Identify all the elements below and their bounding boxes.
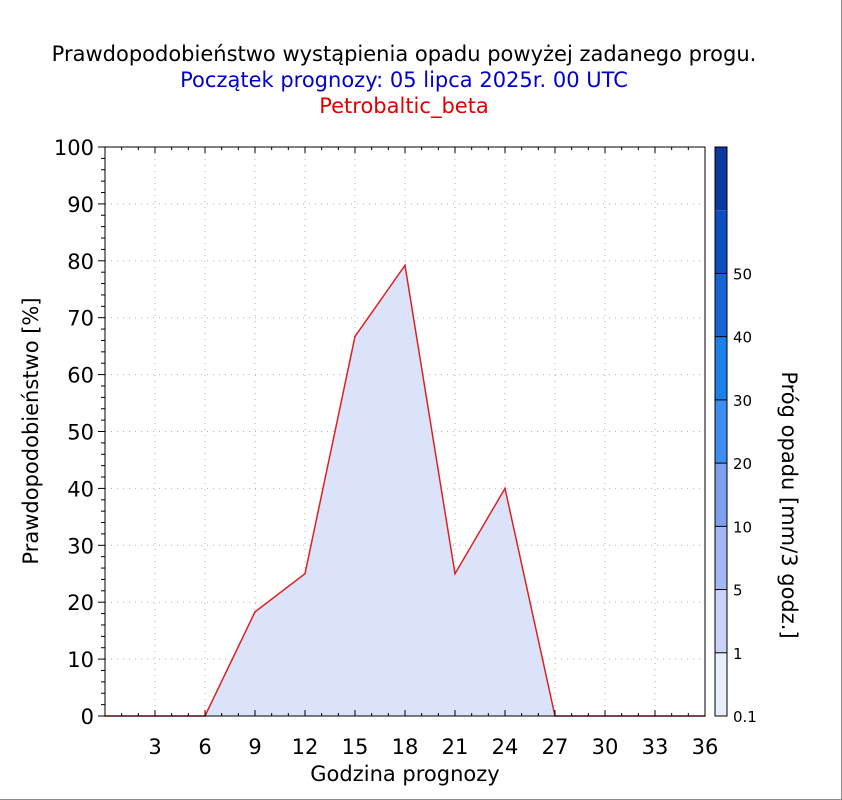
colorbar-label: 10 (733, 518, 752, 536)
x-tick-label: 12 (292, 735, 319, 759)
y-tick-label: 50 (67, 421, 94, 445)
data-point (254, 611, 256, 613)
x-tick-label: 27 (542, 735, 569, 759)
colorbar-label: 0.1 (733, 708, 757, 726)
y-tick-label: 80 (67, 250, 94, 274)
data-point (404, 265, 406, 267)
x-tick-label: 9 (248, 735, 261, 759)
y-tick-label: 70 (67, 307, 94, 331)
colorbar-label: 5 (733, 582, 743, 600)
colorbar-segment (715, 526, 727, 589)
probability-area (104, 265, 706, 717)
colorbar-segment (715, 210, 727, 273)
x-tick-label: 15 (342, 735, 369, 759)
y-tick-label: 90 (67, 193, 94, 217)
colorbar-label: 50 (733, 265, 752, 283)
colorbar-segment (715, 463, 727, 526)
x-tick-label: 18 (392, 735, 419, 759)
colorbar-label: 30 (733, 392, 752, 410)
colorbar-segment (715, 273, 727, 336)
y-tick-label: 20 (67, 591, 94, 615)
y-tick-label: 60 (67, 364, 94, 388)
area-fill-series-0 (105, 265, 705, 716)
y-tick-label: 0 (81, 705, 94, 729)
x-tick-label: 33 (642, 735, 669, 759)
colorbar-segment (715, 653, 727, 716)
x-tick-label: 24 (492, 735, 519, 759)
y-axis-title: Prawdopodobieństwo [%] (19, 297, 43, 564)
colorbar-axis-title: Próg opadu [mm/3 godz.] (777, 371, 801, 638)
colorbar-segment (715, 590, 727, 653)
data-point (304, 573, 306, 575)
x-tick-label: 21 (442, 735, 469, 759)
colorbar-segment (715, 337, 727, 400)
data-point (454, 573, 456, 575)
y-tick-label: 40 (67, 477, 94, 501)
y-tick-label: 100 (54, 136, 94, 160)
colorbar-label: 20 (733, 455, 752, 473)
probability-chart: 3 6 9 12 15 18 21 24 27 30 33 360102030405060708090… (0, 0, 842, 800)
y-tick-label: 10 (67, 648, 94, 672)
x-tick-label: 6 (198, 735, 211, 759)
x-tick-label: 36 (692, 735, 719, 759)
x-tick-label: 3 (148, 735, 161, 759)
y-tick-label: 30 (67, 534, 94, 558)
colorbar-label: 40 (733, 329, 752, 347)
data-point (504, 488, 506, 490)
colorbar-segment (715, 147, 727, 210)
colorbar: 0.1 1 5 10 20 30 40 50 (715, 147, 757, 726)
data-point (354, 336, 356, 338)
x-axis-title: Godzina prognozy (310, 762, 499, 786)
colorbar-segment (715, 400, 727, 463)
x-tick-label: 30 (592, 735, 619, 759)
colorbar-label: 1 (733, 645, 743, 663)
